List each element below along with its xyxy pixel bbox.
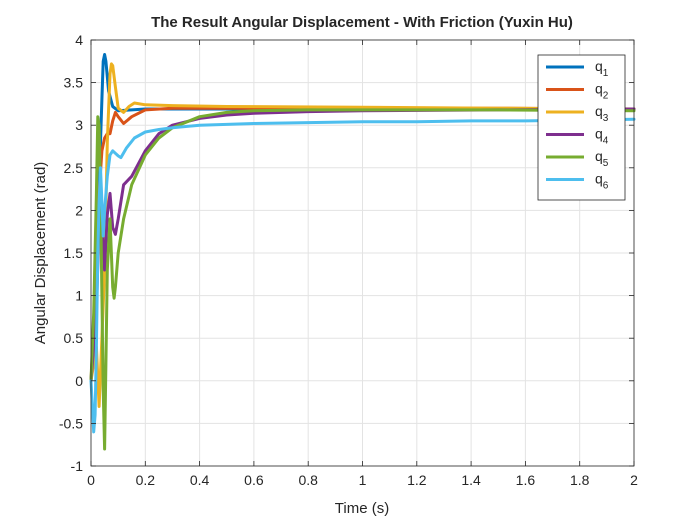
x-tick-label: 1.4 xyxy=(461,472,481,488)
x-tick-label: 2 xyxy=(630,472,638,488)
x-tick-label: 0.8 xyxy=(298,472,318,488)
y-tick-label: 1 xyxy=(75,288,83,304)
legend-label-subscript: 5 xyxy=(603,158,609,169)
y-tick-label: 2.5 xyxy=(64,160,84,176)
legend-label-subscript: 2 xyxy=(603,91,609,102)
legend-label-base: q xyxy=(595,103,603,119)
legend-box xyxy=(537,54,626,201)
series-line-q4 xyxy=(89,107,636,383)
y-axis-label: Angular Displacement (rad) xyxy=(32,162,49,345)
y-tick-label: 3 xyxy=(75,117,83,133)
y-tick-label: 0 xyxy=(75,373,83,389)
y-tick-label: 0.5 xyxy=(64,330,84,346)
legend-label-q3: q3 xyxy=(595,103,609,124)
y-axis: -1 -0.5 0 0.5 1 1.5 2 2.5 3 3.5 4 xyxy=(59,32,634,474)
legend-label-base: q xyxy=(595,126,603,142)
x-tick-label: 1 xyxy=(359,472,367,488)
legend-label-subscript: 4 xyxy=(603,136,609,147)
y-tick-label: 2 xyxy=(75,202,83,218)
x-tick-label: 1.6 xyxy=(516,472,536,488)
legend-label-subscript: 1 xyxy=(603,68,609,79)
x-axis-label: Time (s) xyxy=(335,500,389,517)
series-line-q5 xyxy=(89,108,636,451)
legend-label-base: q xyxy=(595,171,603,187)
x-tick-label: 0.6 xyxy=(244,472,264,488)
x-tick-label: 1.2 xyxy=(407,472,427,488)
y-tick-label: 1.5 xyxy=(64,245,84,261)
x-tick-label: 1.8 xyxy=(570,472,590,488)
legend-label-q1: q1 xyxy=(595,58,609,79)
y-tick-label: 4 xyxy=(75,32,83,48)
legend-label-subscript: 6 xyxy=(603,181,609,192)
y-tick-label: -1 xyxy=(71,458,84,474)
legend-label-base: q xyxy=(595,58,603,74)
legend-label-q5: q5 xyxy=(595,148,609,169)
x-tick-label: 0.2 xyxy=(136,472,156,488)
series-lines xyxy=(89,53,636,451)
legend-label-base: q xyxy=(595,81,603,97)
legend-label-q6: q6 xyxy=(595,171,609,192)
legend-label-base: q xyxy=(595,148,603,164)
x-tick-label: 0 xyxy=(87,472,95,488)
x-axis: 0 0.2 0.4 0.6 0.8 1 1.2 1.4 1.6 1.8 2 xyxy=(87,40,638,488)
series-line-q6 xyxy=(89,117,636,434)
y-tick-label: -0.5 xyxy=(59,415,83,431)
y-tick-label: 3.5 xyxy=(64,75,84,91)
legend-label-q4: q4 xyxy=(595,126,609,147)
x-tick-label: 0.4 xyxy=(190,472,210,488)
legend-label-q2: q2 xyxy=(595,81,609,102)
chart-title: The Result Angular Displacement - With F… xyxy=(151,14,573,31)
legend-label-subscript: 3 xyxy=(603,113,609,124)
